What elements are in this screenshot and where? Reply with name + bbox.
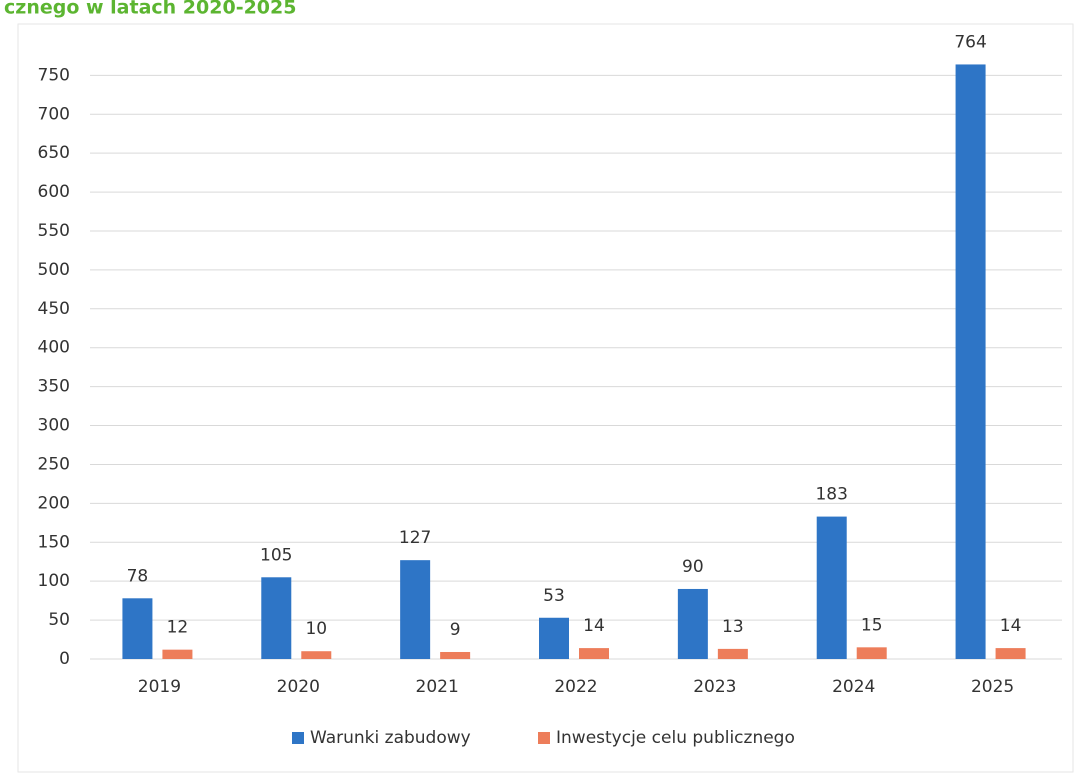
bar — [579, 648, 609, 659]
data-label: 10 — [305, 619, 327, 639]
bar — [539, 617, 569, 659]
x-tick-label: 2023 — [693, 677, 736, 697]
legend-label: Inwestycje celu publicznego — [556, 728, 795, 748]
bar — [955, 64, 986, 659]
legend-swatch — [538, 732, 550, 744]
data-label: 127 — [399, 528, 431, 548]
y-tick-label: 400 — [38, 338, 70, 358]
y-tick-label: 0 — [59, 649, 70, 669]
x-tick-label: 2020 — [277, 677, 320, 697]
y-tick-label: 650 — [38, 143, 70, 163]
bar — [162, 649, 193, 659]
chart-border — [17, 23, 1074, 773]
y-tick-label: 200 — [38, 493, 70, 513]
y-tick-label: 50 — [48, 610, 70, 630]
bar — [440, 651, 471, 659]
y-tick-label: 550 — [38, 221, 70, 241]
y-tick-label: 100 — [38, 571, 70, 591]
x-tick-label: 2019 — [138, 677, 181, 697]
data-label: 14 — [583, 616, 605, 636]
data-label: 183 — [815, 485, 847, 505]
data-label: 105 — [260, 545, 292, 565]
data-label: 12 — [167, 618, 189, 638]
bar — [717, 648, 748, 659]
y-tick-label: 150 — [38, 532, 70, 552]
y-tick-label: 250 — [38, 454, 70, 474]
bar — [400, 560, 431, 659]
chart-title: cznego w latach 2020-2025 — [4, 0, 296, 19]
bar — [122, 598, 153, 659]
data-label: 9 — [450, 620, 461, 640]
bar — [856, 647, 887, 659]
y-tick-label: 500 — [38, 260, 70, 280]
data-label: 14 — [1000, 616, 1022, 636]
y-tick-label: 600 — [38, 182, 70, 202]
data-label: 15 — [861, 615, 883, 635]
data-label: 90 — [682, 557, 704, 577]
y-tick-label: 750 — [38, 65, 70, 85]
x-tick-label: 2024 — [832, 677, 875, 697]
bar — [677, 588, 708, 659]
data-label: 53 — [543, 586, 565, 606]
bar — [816, 516, 847, 659]
bar — [301, 651, 332, 659]
bar — [995, 648, 1026, 659]
y-tick-label: 700 — [38, 104, 70, 124]
y-tick-label: 350 — [38, 377, 70, 397]
x-tick-label: 2021 — [416, 677, 459, 697]
legend-label: Warunki zabudowy — [310, 728, 471, 748]
y-tick-label: 450 — [38, 299, 70, 319]
bar — [261, 577, 292, 659]
data-label: 13 — [722, 617, 744, 637]
x-tick-label: 2025 — [971, 677, 1014, 697]
x-tick-label: 2022 — [554, 677, 597, 697]
legend-swatch — [292, 732, 304, 744]
data-label: 764 — [954, 32, 986, 52]
y-tick-label: 300 — [38, 416, 70, 436]
data-label: 78 — [127, 566, 149, 586]
